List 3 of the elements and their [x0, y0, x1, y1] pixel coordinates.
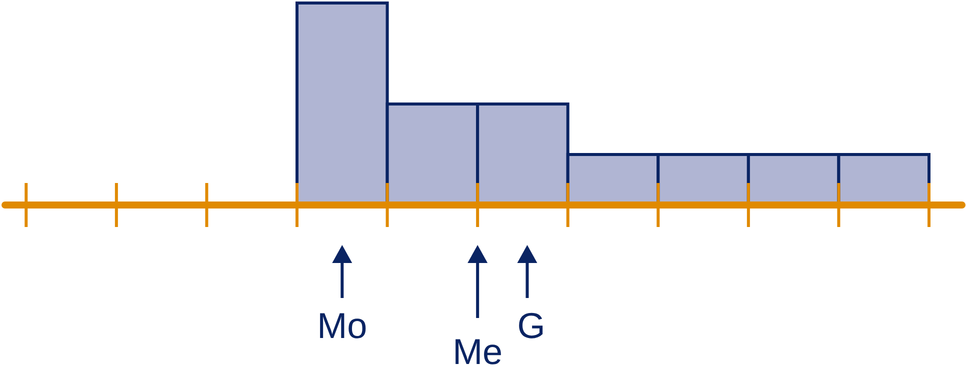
text: Mo	[317, 305, 368, 346]
text: G	[517, 305, 546, 346]
text: Me	[452, 331, 503, 369]
